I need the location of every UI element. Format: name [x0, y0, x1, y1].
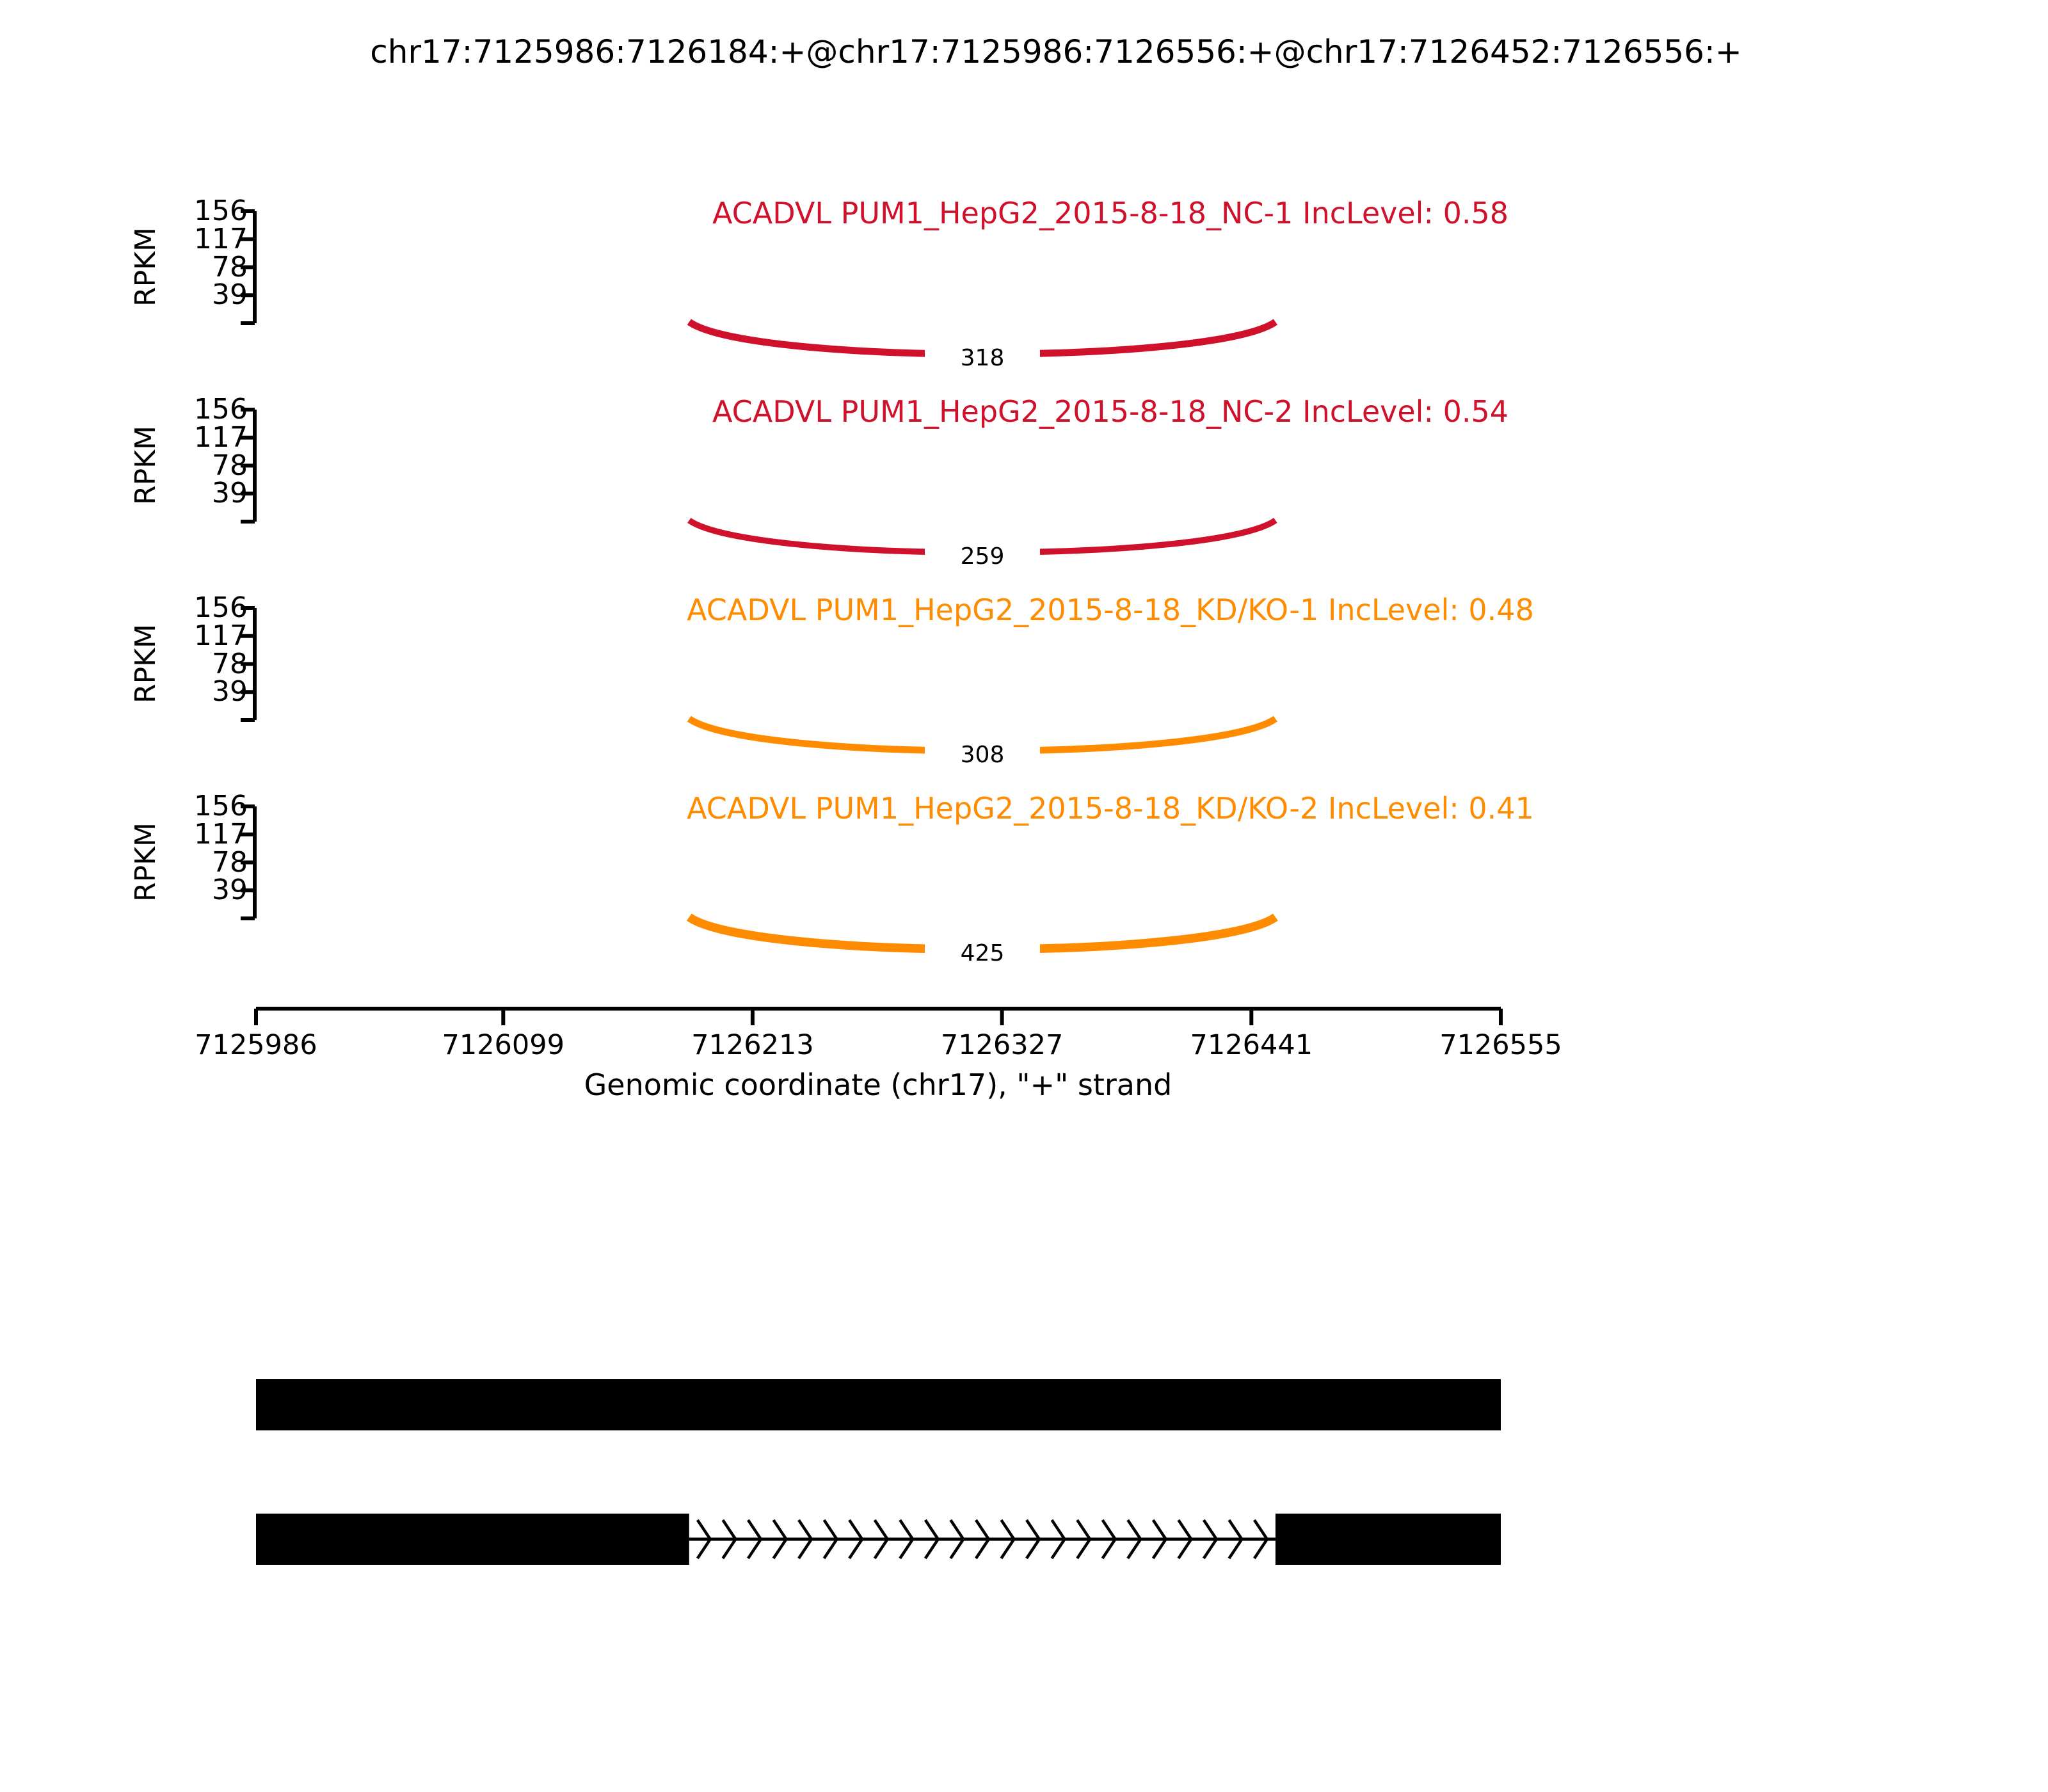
- x-tick-label: 7126213: [691, 1029, 814, 1061]
- track-title: ACADVL PUM1_HepG2_2015-8-18_NC-2 IncLeve…: [712, 394, 1508, 429]
- y-tick-label: 117: [194, 420, 248, 454]
- strand-direction-arrows: [696, 1519, 1269, 1560]
- junction-read-count: 425: [925, 937, 1040, 970]
- exon-block: [256, 1514, 689, 1565]
- coverage-track-nc2: RPKM ACADVL PUM1_HepG2_2015-8-18_NC-2 In…: [0, 393, 1508, 582]
- junction-read-count: 318: [925, 342, 1040, 375]
- coverage-track-kdko2: RPKM ACADVL PUM1_HepG2_2015-8-18_KD/KO-2…: [0, 790, 1534, 979]
- y-axis-spine: [241, 606, 257, 722]
- y-axis-spine: [241, 804, 257, 920]
- x-axis-line: [254, 1007, 1503, 1025]
- exon-block: [1275, 1514, 1501, 1565]
- junction-read-count: 308: [925, 739, 1040, 772]
- coverage-track-nc1: RPKM ACADVL PUM1_HepG2_2015-8-18_NC-1 In…: [0, 195, 1508, 384]
- y-axis-spine: [241, 408, 257, 524]
- track-title: ACADVL PUM1_HepG2_2015-8-18_NC-1 IncLeve…: [712, 196, 1508, 230]
- coverage-svg: [0, 408, 1503, 556]
- x-tick-label: 7126099: [442, 1029, 564, 1061]
- y-tick-label: 39: [212, 874, 248, 907]
- x-tick-label: 7126555: [1439, 1029, 1562, 1061]
- plot-title: chr17:7125986:7126184:+@chr17:7125986:71…: [370, 33, 1742, 70]
- y-tick-label: 39: [212, 477, 248, 510]
- track-title: ACADVL PUM1_HepG2_2015-8-18_KD/KO-2 IncL…: [687, 791, 1534, 826]
- y-tick-label: 117: [194, 222, 248, 255]
- y-tick-label: 117: [194, 817, 248, 851]
- y-tick-label: 39: [212, 675, 248, 708]
- junction-read-count: 259: [925, 540, 1040, 573]
- y-tick-label: 117: [194, 619, 248, 652]
- y-tick-label: 156: [194, 591, 248, 624]
- coverage-track-kdko1: RPKM ACADVL PUM1_HepG2_2015-8-18_KD/KO-1…: [0, 591, 1534, 781]
- x-tick-label: 7125986: [195, 1029, 317, 1061]
- x-axis-spine: [254, 1007, 1503, 1025]
- y-axis-spine: [241, 209, 257, 325]
- y-tick-label: 156: [194, 195, 248, 227]
- coverage-svg: [0, 209, 1503, 358]
- coverage-svg: [0, 606, 1503, 755]
- track-title: ACADVL PUM1_HepG2_2015-8-18_KD/KO-1 IncL…: [687, 593, 1534, 627]
- exon-block: [256, 1379, 1501, 1430]
- y-tick-label: 156: [194, 790, 248, 822]
- x-tick-label: 7126327: [940, 1029, 1064, 1061]
- y-tick-label: 39: [212, 278, 248, 312]
- x-tick-label: 7126441: [1190, 1029, 1313, 1061]
- y-tick-label: 156: [194, 393, 248, 426]
- coverage-svg: [0, 804, 1503, 954]
- gene-structure: [256, 1379, 1501, 1565]
- x-axis-label: Genomic coordinate (chr17), "+" strand: [584, 1068, 1172, 1102]
